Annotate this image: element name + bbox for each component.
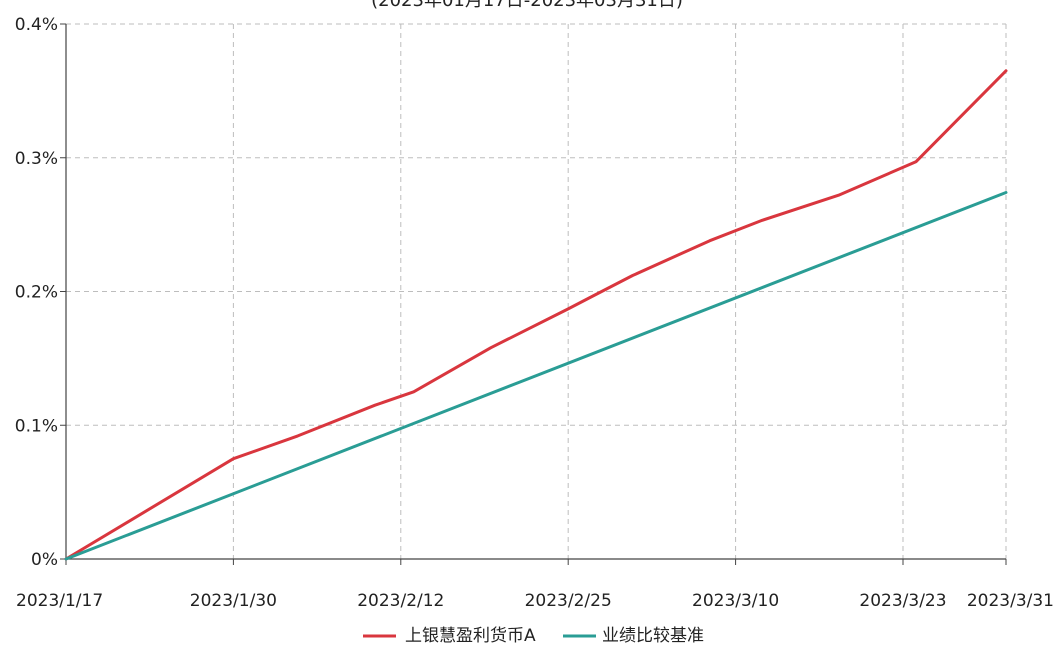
chart-subtitle: (2023年01月17日-2023年03月31日)	[371, 0, 683, 11]
series-layer	[64, 69, 1008, 561]
x-tick-label: 2023/1/17	[16, 591, 103, 611]
legend: 上银慧盈利货币A 业绩比较基准	[363, 626, 704, 646]
y-tick-label: 0.3%	[15, 149, 58, 169]
y-tick-label: 0.4%	[15, 15, 58, 35]
x-tick-label: 2023/2/12	[357, 591, 444, 611]
x-tick-label: 2023/1/30	[190, 591, 277, 611]
legend-label-2: 业绩比较基准	[602, 626, 704, 646]
x-tick-label: 2023/3/10	[692, 591, 779, 611]
x-tick-label: 2023/3/31	[967, 591, 1054, 611]
y-tick-label: 0.1%	[15, 416, 58, 436]
series-line-2	[64, 191, 1008, 561]
grid-lines	[66, 23, 1007, 559]
series-line-1	[64, 69, 1008, 561]
y-tick-label: 0.2%	[15, 283, 58, 303]
legend-label-1: 上银慧盈利货币A	[405, 626, 536, 646]
x-tick-label: 2023/2/25	[525, 591, 612, 611]
x-tick-label: 2023/3/23	[859, 591, 946, 611]
axes: 0% 0.1% 0.2% 0.3% 0.4% 2023/1/17 2023/1/30 2023…	[15, 15, 1054, 611]
y-tick-label: 0%	[31, 550, 58, 570]
